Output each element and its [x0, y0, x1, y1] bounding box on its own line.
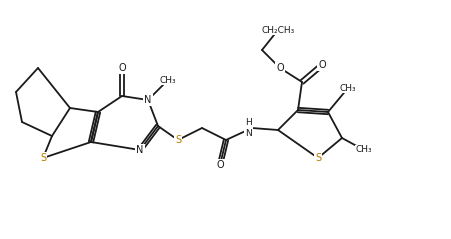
Text: O: O — [216, 160, 224, 170]
Text: S: S — [315, 153, 321, 163]
Text: H
N: H N — [245, 118, 252, 138]
Text: CH₃: CH₃ — [340, 83, 356, 92]
Text: S: S — [40, 153, 46, 163]
Text: O: O — [118, 63, 126, 73]
Text: CH₃: CH₃ — [160, 76, 176, 85]
Text: O: O — [318, 60, 326, 70]
Text: N: N — [144, 95, 152, 105]
Text: S: S — [175, 135, 181, 145]
Text: O: O — [276, 63, 284, 73]
Text: CH₂CH₃: CH₂CH₃ — [262, 26, 295, 34]
Text: N: N — [136, 145, 144, 155]
Text: CH₃: CH₃ — [356, 146, 373, 154]
